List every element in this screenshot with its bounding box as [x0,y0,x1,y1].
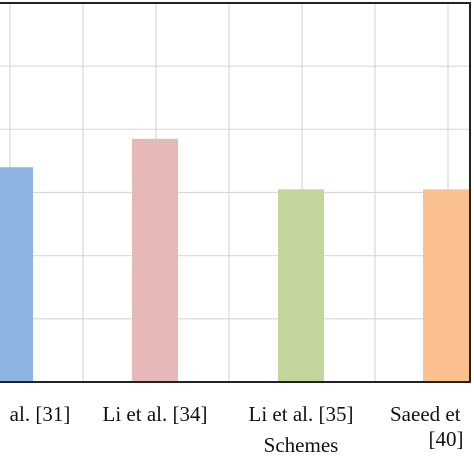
category-label: Li et al. [34] [103,402,208,426]
x-axis-title: Schemes [264,433,339,457]
category-label: Li et al. [35] [249,402,354,426]
bar [0,167,33,382]
bar [423,189,469,382]
bars [0,138,469,382]
category-label: Saeed et [390,402,461,426]
category-label: al. [31] [10,402,71,426]
category-label: [40] [429,427,464,451]
bar [278,189,324,382]
category-labels: al. [31] Li et al. [34] Li et al. [35] Saee… [10,402,464,451]
plot-frame [0,2,471,383]
bar [132,138,178,382]
